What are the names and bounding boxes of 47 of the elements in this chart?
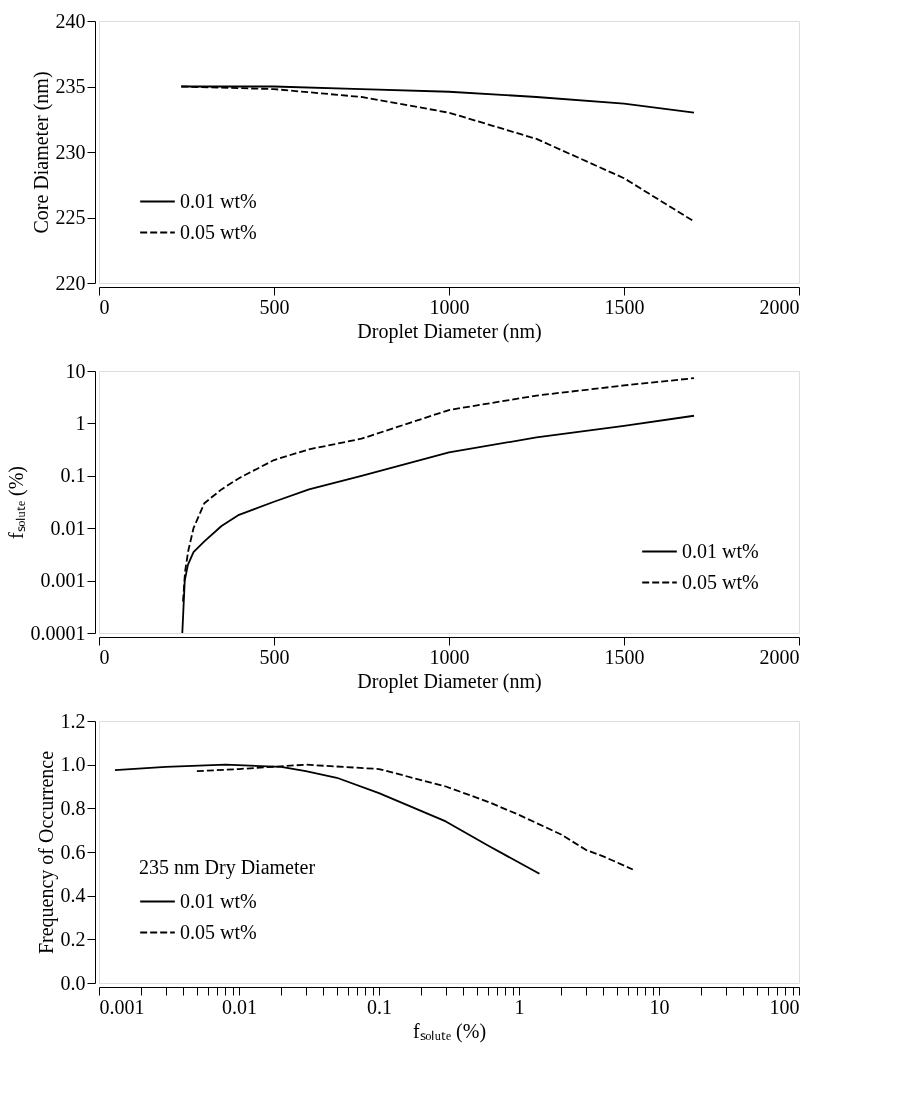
y-tick-label: 0.0 [60,971,86,994]
legend-label: 0.05 wt% [180,920,257,943]
x-tick-label: 100 [769,995,800,1018]
x-tick-label: 1000 [429,645,470,668]
y-tick-label: 1.2 [60,709,86,732]
y-tick-label: 0.1 [60,464,86,487]
y-tick-label: 225 [55,206,86,228]
x-axis-title: fₛₒₗᵤₜₑ (%) [412,1019,487,1043]
x-tick-label: 0 [99,645,110,668]
y-tick-label: 230 [55,140,86,163]
y-axis-title: Core Diameter (nm) [29,71,53,234]
legend-label: 0.01 wt% [682,539,759,562]
x-tick-label: 1 [514,995,525,1018]
y-axis-title: Frequency of Occurrence [34,750,58,955]
x-tick-label: 1500 [604,295,645,318]
x-tick-label: 2000 [759,295,800,318]
x-axis-title: Droplet Diameter (nm) [357,669,542,693]
y-tick-label: 240 [55,9,86,32]
x-axis-title: Droplet Diameter (nm) [357,319,542,343]
y-axis-title: fₛₒₗᵤₜₑ (%) [4,465,28,540]
y-tick-label: 0.6 [60,840,86,863]
y-tick-label: 10 [65,359,86,382]
y-tick-label: 0.01 [50,516,86,539]
x-tick-label: 0.001 [99,995,145,1018]
y-tick-label: 0.001 [40,569,86,592]
legend-label: 0.01 wt% [180,889,257,912]
x-tick-label: 2000 [759,645,800,668]
x-tick-label: 0.01 [222,995,257,1018]
y-tick-label: 0.0001 [30,621,86,644]
y-tick-label: 1 [75,411,86,434]
y-tick-label: 0.4 [60,884,86,907]
legend-label: 0.05 wt% [180,220,257,243]
y-tick-label: 220 [55,271,86,294]
y-tick-label: 1.0 [60,753,86,776]
x-tick-label: 1500 [604,645,645,668]
legend-title: 235 nm Dry Diameter [139,856,316,879]
legend-label: 0.01 wt% [180,189,257,212]
x-tick-label: 0.1 [367,995,392,1018]
y-tick-label: 0.2 [60,927,86,950]
y-tick-label: 0.8 [60,796,86,819]
x-tick-label: 1000 [429,295,470,318]
x-tick-label: 0 [99,295,110,318]
x-tick-label: 500 [259,645,290,668]
x-tick-label: 10 [649,995,670,1018]
x-tick-label: 500 [259,295,290,318]
y-tick-label: 235 [55,75,86,97]
legend-label: 0.05 wt% [682,570,759,593]
